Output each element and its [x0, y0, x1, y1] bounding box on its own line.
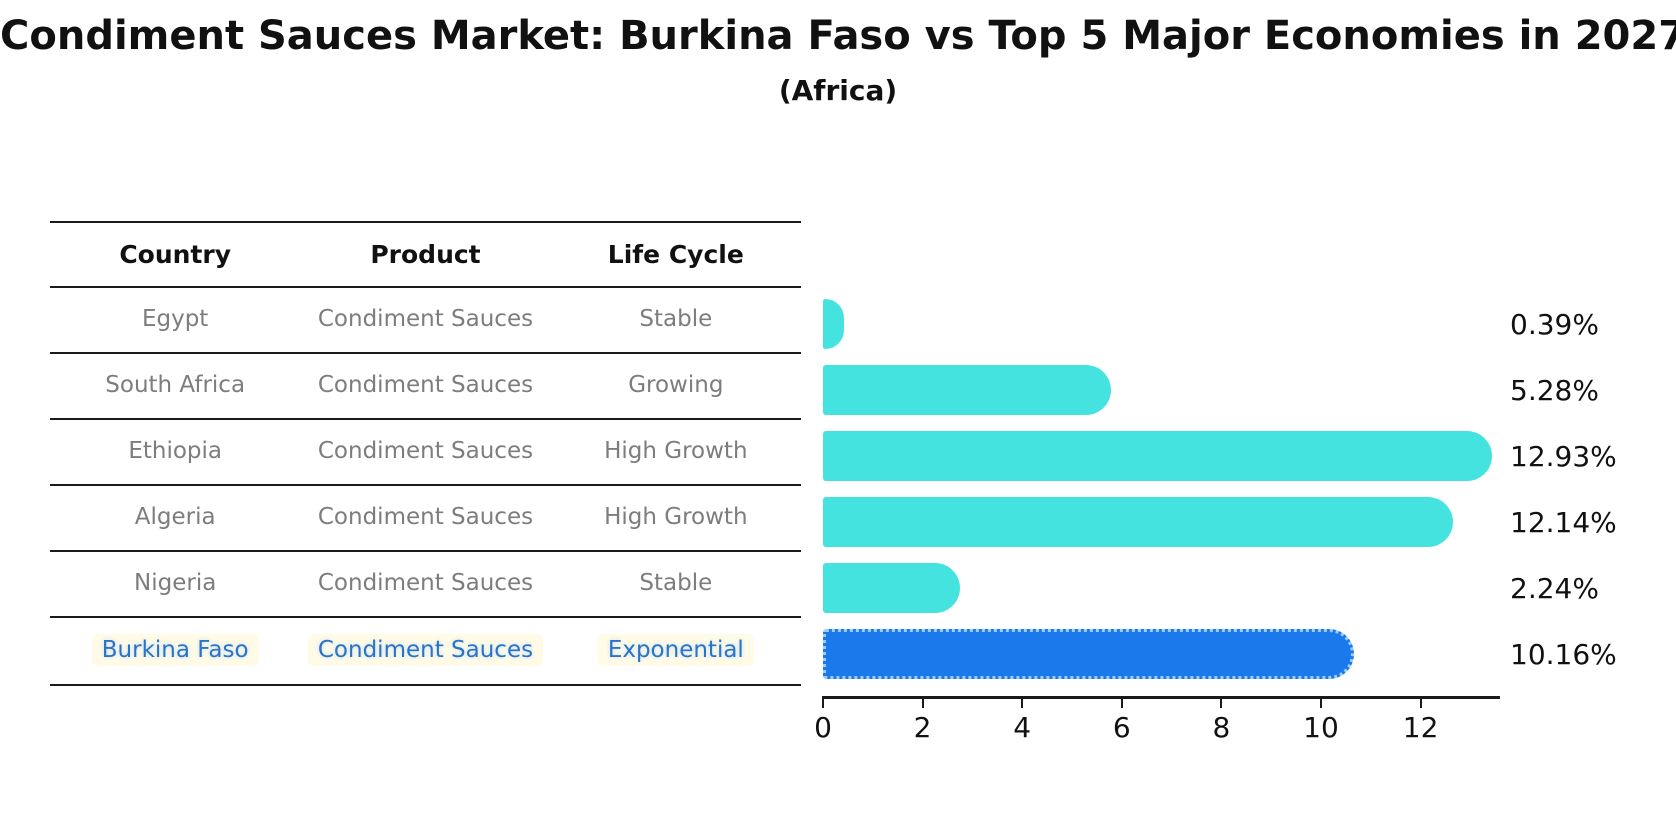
bar-nigeria	[823, 563, 960, 613]
table-cell-life-cycle: Stable	[639, 570, 713, 597]
table-cell-country: Egypt	[141, 306, 209, 333]
comparison-table: Country Product Life Cycle Egypt Condimen…	[50, 221, 801, 686]
table-cell-life-cycle: Growing	[628, 372, 724, 399]
bar-value-label: 12.93%	[1510, 439, 1617, 473]
x-axis-line	[822, 696, 1500, 699]
bar-burkina-faso	[823, 629, 1354, 679]
x-axis-tick-mark	[921, 699, 924, 708]
bar-value-label: 0.39%	[1510, 307, 1599, 341]
table-cell-product: Condiment Sauces	[317, 504, 534, 531]
x-axis-tick-label: 4	[1013, 711, 1032, 744]
table-cell-product: Condiment Sauces	[317, 306, 534, 333]
bar-south-africa	[823, 365, 1111, 415]
x-axis-tick-label: 6	[1112, 711, 1131, 744]
table-row: Egypt Condiment Sauces Stable	[50, 288, 801, 354]
table-row: Ethiopia Condiment Sauces High Growth	[50, 420, 801, 486]
x-axis-tick-mark	[1419, 699, 1422, 708]
x-axis-tick-mark	[1320, 699, 1322, 708]
table-cell-life-cycle: High Growth	[604, 504, 748, 531]
table-header-country: Country	[119, 239, 232, 269]
table-row: Burkina Faso Condiment Sauces Exponential	[50, 618, 801, 684]
bar-value-label: 5.28%	[1510, 373, 1599, 407]
table-row: Nigeria Condiment Sauces Stable	[50, 552, 801, 618]
bar-value-label: 2.24%	[1510, 571, 1599, 605]
table-cell-product: Condiment Sauces	[317, 570, 534, 597]
table-cell-country: Algeria	[134, 504, 216, 531]
bar-value-label: 12.14%	[1510, 505, 1617, 539]
x-axis-tick-mark	[1220, 699, 1223, 708]
x-axis-tick-mark	[1021, 699, 1024, 708]
chart-subtitle: (Africa)	[778, 74, 898, 107]
bar-egypt	[823, 299, 844, 349]
table-header-row: Country Product Life Cycle	[50, 223, 801, 288]
table-row: Algeria Condiment Sauces High Growth	[50, 486, 801, 552]
table-cell-country: South Africa	[105, 372, 246, 399]
table-cell-life-cycle: High Growth	[604, 438, 748, 465]
x-axis-tick-mark	[1120, 699, 1123, 708]
x-axis-tick-label: 0	[814, 711, 832, 744]
table-cell-life-cycle: Stable	[639, 306, 713, 333]
table-row: South Africa Condiment Sauces Growing	[50, 354, 801, 420]
table-cell-country: Burkina Faso	[50, 634, 300, 667]
x-axis-tick-label: 8	[1212, 711, 1231, 744]
table-cell-product: Condiment Sauces	[317, 372, 534, 399]
x-axis-tick-mark	[822, 699, 824, 708]
bar-ethiopia	[823, 431, 1492, 481]
table-header-product: Product	[370, 239, 481, 269]
table-cell-product: Condiment Sauces	[300, 634, 550, 667]
table-cell-country: Nigeria	[134, 570, 217, 597]
table-header-lifecycle: Life Cycle	[607, 239, 744, 269]
table-cell-product: Condiment Sauces	[317, 438, 534, 465]
x-axis-tick-label: 12	[1402, 711, 1439, 744]
chart-title: Condiment Sauces Market: Burkina Faso vs…	[0, 13, 1676, 59]
bar-value-label: 10.16%	[1510, 637, 1617, 671]
x-axis-tick-label: 2	[913, 711, 932, 744]
table-cell-country: Ethiopia	[128, 438, 222, 465]
bar-algeria	[823, 497, 1453, 547]
x-axis-tick-label: 10	[1303, 711, 1339, 744]
table-cell-life-cycle: Exponential	[551, 634, 801, 667]
